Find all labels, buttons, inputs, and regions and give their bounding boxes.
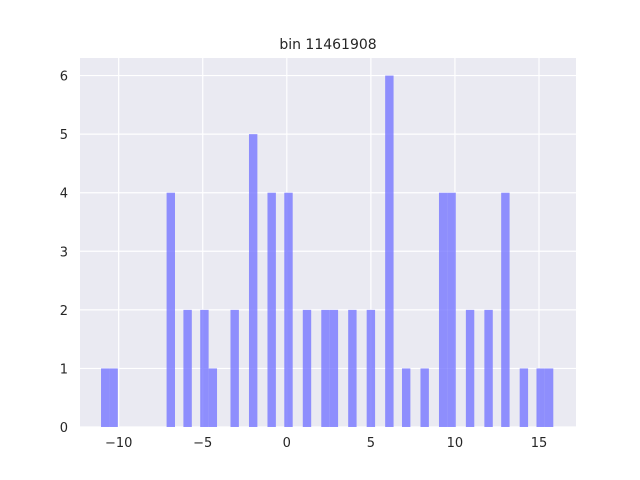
histogram-bar xyxy=(302,309,312,427)
histogram-bar xyxy=(465,309,475,427)
histogram-bar xyxy=(166,192,175,427)
histogram-bar xyxy=(248,134,258,427)
histogram-bar xyxy=(366,309,376,427)
histogram-bar xyxy=(348,309,357,427)
y-tick-label: 1 xyxy=(60,362,68,377)
x-tick-label: 15 xyxy=(531,436,548,451)
histogram-bar xyxy=(401,368,411,427)
y-tick-label: 6 xyxy=(60,70,68,85)
histogram-bar xyxy=(284,192,293,427)
histogram-bar xyxy=(420,368,429,427)
histogram-bar xyxy=(544,368,554,427)
y-tick-label: 2 xyxy=(60,304,68,319)
y-tick-label: 0 xyxy=(60,421,68,436)
histogram-bar xyxy=(536,368,545,427)
histogram-bar xyxy=(438,192,448,427)
bars xyxy=(101,75,554,428)
histogram-bar xyxy=(267,192,276,427)
chart-title: bin 11461908 xyxy=(279,37,376,53)
x-tick-label: 5 xyxy=(367,436,375,451)
histogram-bar xyxy=(329,309,339,427)
x-tick-label: 10 xyxy=(447,436,464,451)
histogram-bar xyxy=(230,309,239,427)
y-tick-label: 5 xyxy=(60,128,68,143)
x-tick-label: −5 xyxy=(193,436,212,451)
histogram-bar xyxy=(501,192,510,427)
histogram-bar xyxy=(385,75,394,428)
histogram-bar xyxy=(200,309,209,427)
histogram-bar xyxy=(519,368,529,427)
x-tick-label: −10 xyxy=(105,436,132,451)
histogram-bar xyxy=(109,368,118,427)
x-tick-label: 0 xyxy=(283,436,291,451)
histogram-bar xyxy=(183,309,192,427)
y-tick-label: 4 xyxy=(60,187,68,202)
histogram-bar xyxy=(208,368,218,427)
y-axis-ticks: 0 1 2 3 4 5 6 xyxy=(60,70,68,436)
histogram-bar xyxy=(101,368,110,427)
histogram-bar xyxy=(447,192,456,427)
x-axis-ticks: −10 −5 0 5 10 15 xyxy=(105,436,547,451)
histogram-bar xyxy=(484,309,493,427)
y-tick-label: 3 xyxy=(60,245,68,260)
histogram-bar xyxy=(321,309,330,427)
